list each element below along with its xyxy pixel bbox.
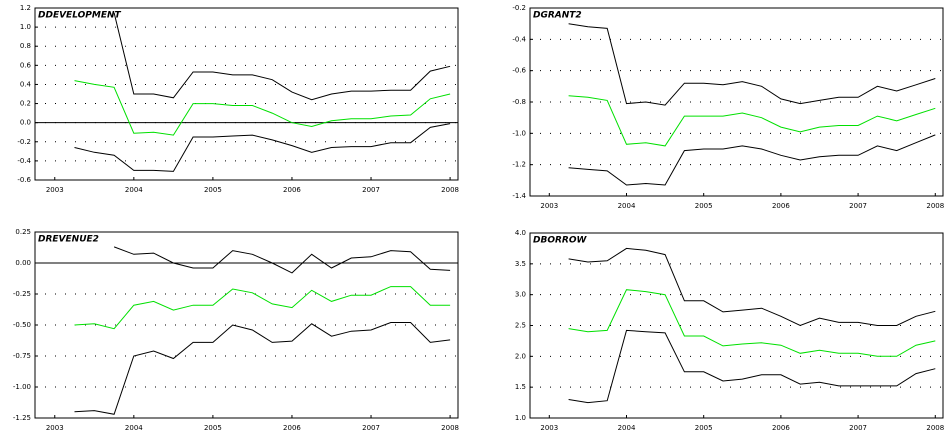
x-tick-label: 2006 [283,424,301,432]
panel: -1.4 -1.2 -1.0 -0.8 -0.6 -0.4 -0.2 2003 2004 2005… [512,4,944,210]
panel: -0.6 -0.4 -0.2 0.0 0.2 0.4 0.6 0.8 1.0 1.2 2003 200… [17,4,459,194]
series-line [568,23,936,106]
plot-frame [34,7,459,181]
x-tick-label: 2003 [540,202,558,210]
panel-title: DGRANT2 [533,11,582,21]
x-tick-label: 2005 [695,202,713,210]
x-tick-label: 2007 [362,186,380,194]
y-tick-label: 0.4 [20,80,32,88]
x-tick-label: 2004 [125,186,143,194]
y-tick-label: -0.6 [17,176,31,184]
y-tick-label: 0.0 [20,119,31,127]
y-tick-label: 3.0 [515,291,526,299]
y-tick-label: -1.0 [512,129,526,137]
x-tick-label: 2007 [849,202,867,210]
x-tick-label: 2003 [46,424,64,432]
series-line [74,123,451,172]
series-line [74,80,451,136]
y-tick-label: -0.4 [512,35,526,43]
x-tick-label: 2004 [125,424,143,432]
y-tick-label: 0.8 [20,42,31,50]
y-tick-label: 1.0 [515,414,526,422]
x-tick-label: 2008 [926,424,944,432]
y-tick-label: -0.2 [512,4,526,12]
series-line [568,134,936,186]
x-tick-label: 2007 [849,424,867,432]
y-tick-label: -0.2 [17,138,31,146]
y-tick-label: 1.0 [20,23,31,31]
y-tick-label: -1.2 [512,161,526,169]
y-tick-label: -0.50 [13,321,31,329]
panel-title: DREVENUE2 [38,235,99,245]
x-tick-label: 2006 [772,424,790,432]
x-tick-label: 2005 [204,186,222,194]
y-tick-label: 1.5 [515,383,526,391]
panel-title: DBORROW [533,236,587,246]
x-tick-label: 2004 [618,202,636,210]
y-tick-label: 0.2 [20,100,31,108]
x-tick-label: 2008 [441,186,459,194]
y-tick-label: -1.4 [512,192,526,200]
plot-frame [529,232,944,419]
plot-frame [34,231,459,419]
y-tick-label: -1.25 [13,414,31,422]
series-line [568,329,936,404]
y-tick-label: 2.0 [515,352,526,360]
series-line [568,95,936,147]
y-tick-label: 2.5 [515,322,526,330]
series-line [74,286,451,330]
panel: -1.25 -1.00 -0.75 -0.50 -0.25 0.00 0.25 2003 200… [13,228,459,432]
x-tick-label: 2006 [772,202,790,210]
y-tick-label: 0.6 [20,61,32,69]
y-tick-label: 0.00 [15,259,31,267]
y-tick-label: 1.2 [20,4,31,12]
series-line [568,289,936,357]
x-tick-label: 2006 [283,186,301,194]
y-tick-label: -0.8 [512,98,526,106]
series-line [568,247,936,327]
x-tick-label: 2005 [695,424,713,432]
panel-title: DDEVELOPMENT [38,11,122,21]
x-tick-label: 2007 [362,424,380,432]
y-tick-label: -0.6 [512,67,526,75]
y-tick-label: 4.0 [515,229,526,237]
y-tick-label: -0.25 [13,290,31,298]
x-tick-label: 2003 [46,186,64,194]
x-tick-label: 2008 [441,424,459,432]
series-line [74,322,451,415]
y-tick-label: -0.4 [17,157,31,165]
x-tick-label: 2008 [926,202,944,210]
y-tick-label: -1.00 [13,383,31,391]
series-line [113,12,451,101]
panel: 1.0 1.5 2.0 2.5 3.0 3.5 4.0 2003 2004 2005 2006 200… [515,229,944,432]
plot-frame [529,7,944,197]
x-tick-label: 2003 [540,424,558,432]
series-line [113,246,451,274]
x-tick-label: 2005 [204,424,222,432]
x-tick-label: 2004 [618,424,636,432]
y-tick-label: 0.25 [15,228,31,236]
y-tick-label: -0.75 [13,352,31,360]
y-tick-label: 3.5 [515,260,526,268]
